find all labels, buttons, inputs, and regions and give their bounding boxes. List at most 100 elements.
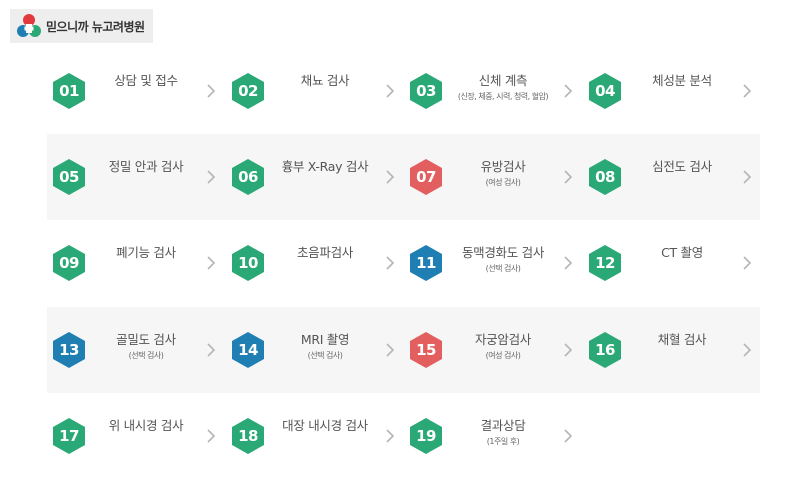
chevron-right-icon (384, 342, 396, 358)
step-label: 폐기능 검사 (87, 242, 205, 261)
step-number-badge: 01 (53, 73, 85, 109)
step-title: MRI 촬영 (300, 332, 350, 347)
logo-text: 믿으니까 뉴고려병원 (46, 19, 145, 34)
chevron-right-icon (205, 83, 217, 99)
step-title: 자궁암검사 (474, 332, 531, 347)
step-number-badge: 15 (410, 332, 442, 368)
process-step-18: 18 대장 내시경 검사 (226, 393, 404, 479)
process-step-03: 03 신체 계측 (신장, 체중, 시력, 청력, 혈압) (404, 48, 582, 134)
step-title: CT 촬영 (661, 245, 703, 260)
step-number-badge: 09 (53, 245, 85, 281)
process-step-10: 10 초음파검사 (226, 220, 404, 306)
step-title: 신체 계측 (478, 73, 528, 88)
chevron-right-icon (741, 255, 753, 271)
step-label: 상담 및 접수 (87, 70, 205, 89)
process-step-05: 05 정밀 안과 검사 (47, 134, 225, 220)
step-number-badge: 02 (232, 73, 264, 109)
process-step-15: 15 자궁암검사 (여성 검사) (404, 307, 582, 393)
chevron-right-icon (205, 342, 217, 358)
chevron-right-icon (741, 169, 753, 185)
chevron-right-icon (562, 342, 574, 358)
chevron-right-icon (384, 169, 396, 185)
chevron-right-icon (205, 169, 217, 185)
step-title: 심전도 검사 (652, 159, 712, 174)
step-label: 체성분 분석 (623, 70, 741, 89)
step-label: 동맥경화도 검사 (선택 검사) (444, 242, 562, 274)
step-label: 흉부 X-Ray 검사 (266, 156, 384, 175)
step-label: 초음파검사 (266, 242, 384, 261)
step-label: MRI 촬영 (선택 검사) (266, 329, 384, 361)
process-step-01: 01 상담 및 접수 (47, 48, 225, 134)
step-title: 위 내시경 검사 (108, 418, 184, 433)
hospital-logo[interactable]: 믿으니까 뉴고려병원 (10, 9, 153, 43)
step-number-badge: 19 (410, 418, 442, 454)
process-row-4: 13 골밀도 검사 (선택 검사) 14 MRI 촬영 (선택 검사) 15 자궁암검사 (여성… (47, 307, 760, 393)
chevron-right-icon (562, 428, 574, 444)
process-step-17: 17 위 내시경 검사 (47, 393, 225, 479)
step-label: 대장 내시경 검사 (266, 415, 384, 434)
process-row-2: 05 정밀 안과 검사 06 흉부 X-Ray 검사 07 유방검사 (여성 검사) 08 심전… (47, 134, 760, 220)
chevron-right-icon (384, 428, 396, 444)
step-label: 신체 계측 (신장, 체중, 시력, 청력, 혈압) (444, 70, 562, 102)
step-number-badge: 18 (232, 418, 264, 454)
step-label: 채혈 검사 (623, 329, 741, 348)
step-label: 정밀 안과 검사 (87, 156, 205, 175)
process-row-1: 01 상담 및 접수 02 채뇨 검사 03 신체 계측 (신장, 체중, 시력, 청력, … (47, 48, 760, 134)
process-step-02: 02 채뇨 검사 (226, 48, 404, 134)
chevron-right-icon (741, 342, 753, 358)
process-step-19: 19 결과상담 (1주일 후) (404, 393, 582, 479)
process-step-06: 06 흉부 X-Ray 검사 (226, 134, 404, 220)
step-number-badge: 06 (232, 159, 264, 195)
step-label: CT 촬영 (623, 242, 741, 261)
process-step-13: 13 골밀도 검사 (선택 검사) (47, 307, 225, 393)
step-number-badge: 03 (410, 73, 442, 109)
step-subtitle: (선택 검사) (128, 351, 164, 360)
step-title: 동맥경화도 검사 (461, 245, 545, 260)
chevron-right-icon (562, 83, 574, 99)
chevron-right-icon (741, 83, 753, 99)
chevron-right-icon (205, 428, 217, 444)
chevron-right-icon (384, 255, 396, 271)
step-number-badge: 14 (232, 332, 264, 368)
step-label: 자궁암검사 (여성 검사) (444, 329, 562, 361)
step-number-badge: 11 (410, 245, 442, 281)
step-subtitle: (여성 검사) (485, 351, 521, 360)
step-label: 심전도 검사 (623, 156, 741, 175)
step-number-badge: 08 (589, 159, 621, 195)
process-step-09: 09 폐기능 검사 (47, 220, 225, 306)
chevron-right-icon (384, 83, 396, 99)
hospital-logo-icon (17, 14, 41, 37)
step-label: 골밀도 검사 (선택 검사) (87, 329, 205, 361)
step-number-badge: 12 (589, 245, 621, 281)
step-title: 결과상담 (480, 418, 526, 433)
chevron-right-icon (562, 255, 574, 271)
step-number-badge: 16 (589, 332, 621, 368)
step-number-badge: 04 (589, 73, 621, 109)
process-row-3: 09 폐기능 검사 10 초음파검사 11 동맥경화도 검사 (선택 검사) 12 CT 촬영 (47, 220, 760, 306)
step-number-badge: 05 (53, 159, 85, 195)
process-step-04: 04 체성분 분석 (583, 48, 761, 134)
chevron-right-icon (205, 255, 217, 271)
step-title: 초음파검사 (296, 245, 353, 260)
process-row-5: 17 위 내시경 검사 18 대장 내시경 검사 19 결과상담 (1주일 후) (47, 393, 760, 479)
step-title: 정밀 안과 검사 (108, 159, 184, 174)
process-step-12: 12 CT 촬영 (583, 220, 761, 306)
step-number-badge: 17 (53, 418, 85, 454)
step-title: 유방검사 (480, 159, 526, 174)
step-number-badge: 13 (53, 332, 85, 368)
step-subtitle: (선택 검사) (307, 351, 343, 360)
process-step-11: 11 동맥경화도 검사 (선택 검사) (404, 220, 582, 306)
step-label: 위 내시경 검사 (87, 415, 205, 434)
step-label: 결과상담 (1주일 후) (444, 415, 562, 447)
step-number-badge: 10 (232, 245, 264, 281)
step-title: 체성분 분석 (652, 73, 712, 88)
step-title: 대장 내시경 검사 (282, 418, 368, 433)
step-title: 폐기능 검사 (116, 245, 176, 260)
step-title: 채뇨 검사 (300, 73, 350, 88)
process-step-08: 08 심전도 검사 (583, 134, 761, 220)
step-subtitle: (1주일 후) (486, 437, 520, 446)
step-title: 골밀도 검사 (116, 332, 176, 347)
step-title: 상담 및 접수 (114, 73, 178, 88)
step-subtitle: (신장, 체중, 시력, 청력, 혈압) (457, 92, 549, 101)
